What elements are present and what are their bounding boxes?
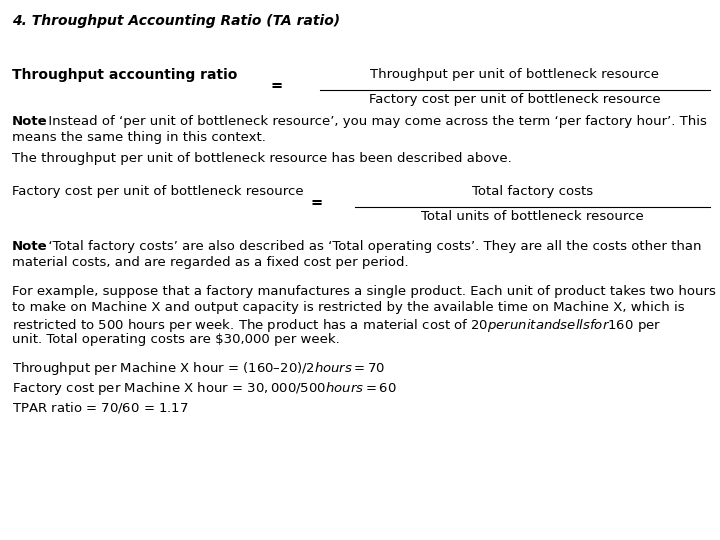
- Text: . Instead of ‘per unit of bottleneck resource’, you may come across the term ‘pe: . Instead of ‘per unit of bottleneck res…: [40, 115, 707, 128]
- Text: . ‘Total factory costs’ are also described as ‘Total operating costs’. They are : . ‘Total factory costs’ are also describ…: [40, 240, 701, 253]
- Text: restricted to 500 hours per week. The product has a material cost of $20 per uni: restricted to 500 hours per week. The pr…: [12, 317, 661, 334]
- Text: =: =: [310, 195, 322, 210]
- Text: For example, suppose that a factory manufactures a single product. Each unit of : For example, suppose that a factory manu…: [12, 285, 716, 298]
- Text: unit. Total operating costs are $30,000 per week.: unit. Total operating costs are $30,000 …: [12, 333, 340, 346]
- Text: Factory cost per unit of bottleneck resource: Factory cost per unit of bottleneck reso…: [12, 185, 304, 198]
- Text: 4. Throughput Accounting Ratio (TA ratio): 4. Throughput Accounting Ratio (TA ratio…: [12, 14, 340, 28]
- Text: Throughput accounting ratio: Throughput accounting ratio: [12, 68, 238, 82]
- Text: Factory cost per unit of bottleneck resource: Factory cost per unit of bottleneck reso…: [369, 93, 661, 106]
- Text: Note: Note: [12, 115, 48, 128]
- Text: means the same thing in this context.: means the same thing in this context.: [12, 131, 266, 144]
- Text: Throughput per Machine X hour = $(160 – 20)/2 hours = $70: Throughput per Machine X hour = $(160 – …: [12, 360, 385, 377]
- Text: Throughput per unit of bottleneck resource: Throughput per unit of bottleneck resour…: [371, 68, 660, 81]
- Text: to make on Machine X and output capacity is restricted by the available time on : to make on Machine X and output capacity…: [12, 301, 685, 314]
- Text: =: =: [270, 78, 282, 93]
- Text: Total units of bottleneck resource: Total units of bottleneck resource: [421, 210, 644, 223]
- Text: The throughput per unit of bottleneck resource has been described above.: The throughput per unit of bottleneck re…: [12, 152, 512, 165]
- Text: Factory cost per Machine X hour = $30,000/500 hours = $60: Factory cost per Machine X hour = $30,00…: [12, 380, 397, 397]
- Text: material costs, and are regarded as a fixed cost per period.: material costs, and are regarded as a fi…: [12, 256, 409, 269]
- Text: Total factory costs: Total factory costs: [472, 185, 593, 198]
- Text: Note: Note: [12, 240, 48, 253]
- Text: TPAR ratio = $70/$60 = 1.17: TPAR ratio = $70/$60 = 1.17: [12, 400, 189, 415]
